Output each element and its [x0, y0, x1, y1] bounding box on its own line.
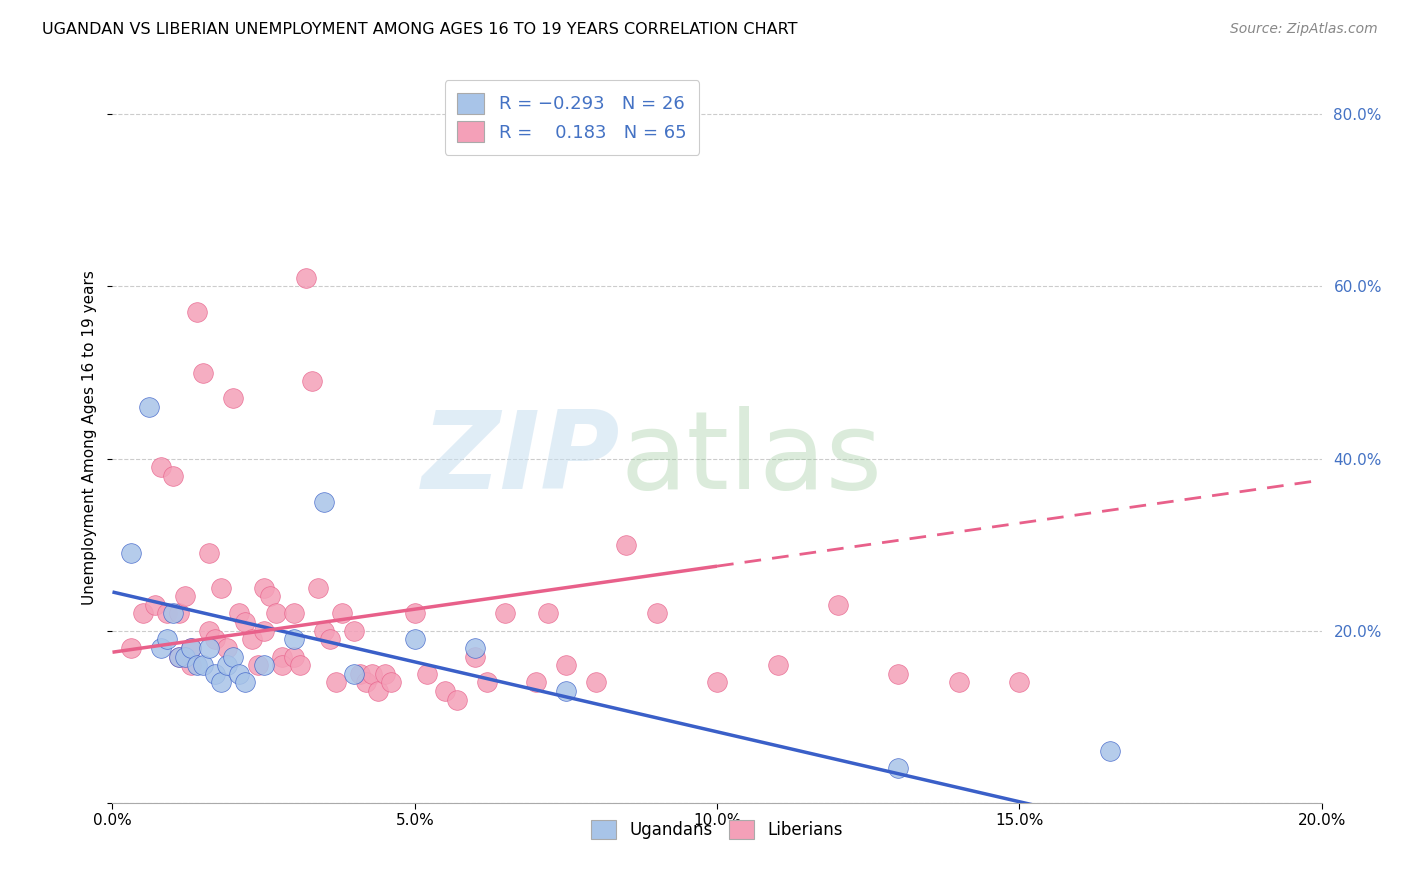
Point — [314, 494, 336, 508]
Point — [228, 666, 250, 681]
Point — [319, 632, 342, 647]
Point — [554, 658, 576, 673]
Point — [235, 615, 257, 629]
Point — [191, 658, 214, 673]
Point — [143, 598, 166, 612]
Point — [645, 607, 668, 621]
Point — [433, 684, 456, 698]
Point — [156, 607, 179, 621]
Point — [204, 632, 226, 647]
Point — [209, 675, 232, 690]
Point — [180, 658, 202, 673]
Point — [948, 675, 970, 690]
Point — [228, 607, 250, 621]
Point — [706, 675, 728, 690]
Point — [186, 658, 208, 673]
Point — [537, 607, 560, 621]
Point — [374, 666, 396, 681]
Point — [149, 640, 172, 655]
Point — [585, 675, 607, 690]
Point — [246, 658, 269, 673]
Point — [270, 649, 292, 664]
Point — [325, 675, 347, 690]
Point — [209, 581, 232, 595]
Point — [288, 658, 311, 673]
Point — [253, 624, 276, 638]
Point — [464, 649, 486, 664]
Point — [495, 607, 517, 621]
Point — [464, 640, 486, 655]
Point — [307, 581, 329, 595]
Point — [524, 675, 547, 690]
Point — [343, 624, 366, 638]
Text: atlas: atlas — [620, 406, 883, 512]
Point — [330, 607, 353, 621]
Point — [554, 684, 576, 698]
Point — [283, 607, 305, 621]
Point — [367, 684, 389, 698]
Point — [174, 589, 197, 603]
Point — [162, 468, 184, 483]
Point — [149, 460, 172, 475]
Text: Source: ZipAtlas.com: Source: ZipAtlas.com — [1230, 22, 1378, 37]
Point — [198, 546, 221, 560]
Point — [240, 632, 263, 647]
Point — [301, 374, 323, 388]
Point — [198, 640, 221, 655]
Legend: Ugandans, Liberians: Ugandans, Liberians — [585, 814, 849, 846]
Point — [132, 607, 155, 621]
Point — [217, 658, 239, 673]
Y-axis label: Unemployment Among Ages 16 to 19 years: Unemployment Among Ages 16 to 19 years — [82, 269, 97, 605]
Point — [314, 624, 336, 638]
Point — [380, 675, 402, 690]
Point — [198, 624, 221, 638]
Point — [259, 589, 281, 603]
Point — [180, 640, 202, 655]
Point — [283, 649, 305, 664]
Point — [138, 400, 160, 414]
Point — [270, 658, 292, 673]
Point — [404, 607, 426, 621]
Point — [167, 649, 190, 664]
Point — [222, 392, 245, 406]
Point — [295, 271, 318, 285]
Point — [120, 546, 142, 560]
Point — [167, 607, 190, 621]
Text: UGANDAN VS LIBERIAN UNEMPLOYMENT AMONG AGES 16 TO 19 YEARS CORRELATION CHART: UGANDAN VS LIBERIAN UNEMPLOYMENT AMONG A… — [42, 22, 797, 37]
Point — [264, 607, 287, 621]
Point — [343, 666, 366, 681]
Point — [120, 640, 142, 655]
Point — [174, 649, 197, 664]
Point — [186, 305, 208, 319]
Point — [887, 761, 910, 775]
Point — [217, 640, 239, 655]
Point — [416, 666, 439, 681]
Point — [222, 649, 245, 664]
Point — [446, 692, 468, 706]
Point — [766, 658, 789, 673]
Text: ZIP: ZIP — [422, 406, 620, 512]
Point — [235, 675, 257, 690]
Point — [349, 666, 371, 681]
Point — [616, 538, 638, 552]
Point — [887, 666, 910, 681]
Point — [356, 675, 378, 690]
Point — [253, 658, 276, 673]
Point — [1098, 744, 1121, 758]
Point — [1008, 675, 1031, 690]
Point — [827, 598, 849, 612]
Point — [162, 607, 184, 621]
Point — [167, 649, 190, 664]
Point — [191, 366, 214, 380]
Point — [204, 666, 226, 681]
Point — [180, 640, 202, 655]
Point — [404, 632, 426, 647]
Point — [361, 666, 384, 681]
Point — [477, 675, 499, 690]
Point — [253, 581, 276, 595]
Point — [156, 632, 179, 647]
Point — [283, 632, 305, 647]
